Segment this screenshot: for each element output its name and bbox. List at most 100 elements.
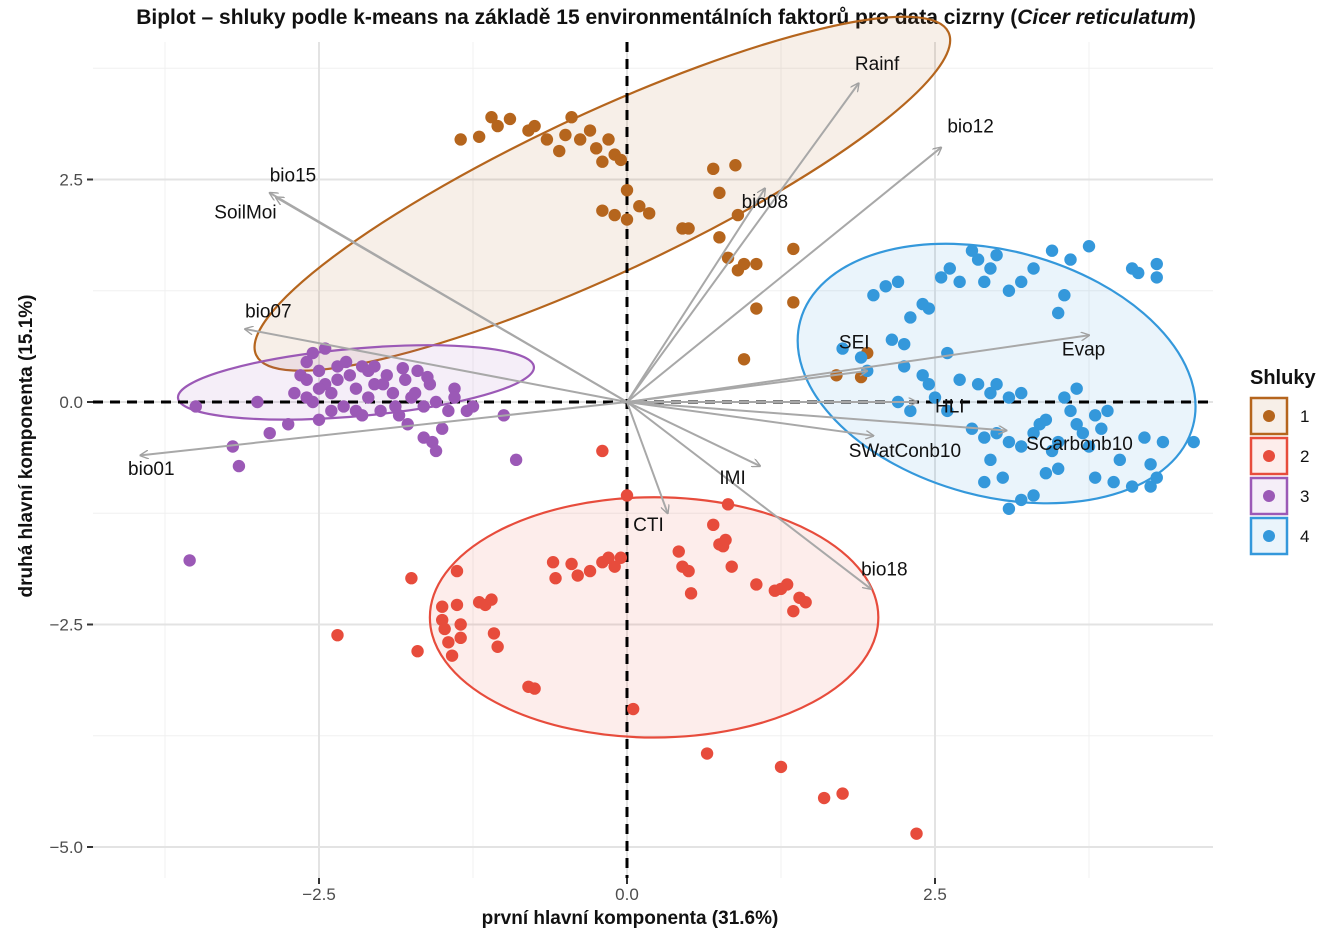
y-tick-label: 0.0 <box>59 393 83 412</box>
point-cluster-1 <box>620 213 634 226</box>
loading-arrow-bio01 <box>140 401 628 455</box>
point-cluster-3 <box>401 418 414 431</box>
chart-title: Biplot – shluky podle k-means na základě… <box>0 6 1332 30</box>
point-cluster-4 <box>1002 284 1016 297</box>
point-cluster-4 <box>978 275 991 289</box>
point-cluster-2 <box>787 604 800 618</box>
y-axis-title: druhá hlavní komponenta (15.1%) <box>16 295 37 598</box>
point-cluster-4 <box>953 373 966 386</box>
point-cluster-2 <box>411 645 424 658</box>
point-cluster-1 <box>491 119 504 133</box>
point-cluster-4 <box>885 333 899 346</box>
point-cluster-4 <box>965 244 979 257</box>
point-cluster-4 <box>1088 409 1102 422</box>
point-cluster-4 <box>1052 462 1065 475</box>
loading-label-bio01: bio01 <box>128 459 175 480</box>
point-cluster-3 <box>226 440 239 453</box>
point-cluster-4 <box>941 404 954 418</box>
point-cluster-4 <box>953 275 966 289</box>
point-cluster-1 <box>503 112 517 126</box>
point-cluster-3 <box>288 386 301 400</box>
point-cluster-3 <box>343 369 356 382</box>
point-cluster-2 <box>750 578 763 591</box>
point-cluster-1 <box>602 133 615 146</box>
point-cluster-4 <box>1064 253 1077 266</box>
point-cluster-3 <box>386 386 400 400</box>
point-cluster-4 <box>941 346 954 360</box>
point-cluster-4 <box>904 311 917 324</box>
legend-label-1: 1 <box>1300 407 1309 426</box>
point-cluster-4 <box>922 378 936 391</box>
point-cluster-2 <box>454 631 467 645</box>
point-cluster-3 <box>368 360 381 373</box>
point-cluster-4 <box>1125 480 1139 493</box>
point-cluster-3 <box>300 391 313 404</box>
point-cluster-4 <box>1015 493 1028 507</box>
point-cluster-2 <box>602 551 615 564</box>
point-cluster-2 <box>626 702 640 716</box>
loading-arrow-Rainf <box>626 83 859 403</box>
point-cluster-4 <box>1101 404 1114 418</box>
point-cluster-4 <box>1113 453 1127 467</box>
point-cluster-2 <box>682 564 695 578</box>
point-cluster-3 <box>306 346 320 360</box>
loading-label-SEI: SEI <box>839 333 870 354</box>
point-cluster-3 <box>368 378 381 391</box>
y-tick-label: −5.0 <box>49 838 83 857</box>
chart-title-species: Cicer reticulatum <box>1017 6 1189 29</box>
point-cluster-4 <box>854 351 868 364</box>
point-cluster-1 <box>713 231 726 244</box>
point-cluster-4 <box>971 378 985 391</box>
point-cluster-2 <box>583 564 597 578</box>
point-cluster-1 <box>614 153 628 167</box>
point-cluster-4 <box>1150 271 1163 284</box>
x-axis-title: první hlavní komponenta (31.6%) <box>482 908 779 929</box>
point-cluster-2 <box>721 498 735 511</box>
point-cluster-4 <box>990 378 1003 391</box>
loading-label-bio15: bio15 <box>270 165 317 186</box>
point-cluster-4 <box>1052 306 1065 320</box>
point-cluster-4 <box>1088 471 1102 484</box>
point-cluster-2 <box>546 556 560 569</box>
point-cluster-2 <box>405 572 418 585</box>
loading-label-bio18: bio18 <box>861 560 908 581</box>
point-cluster-3 <box>282 418 295 431</box>
point-cluster-4 <box>1058 289 1071 302</box>
point-cluster-3 <box>429 395 443 409</box>
point-cluster-4 <box>1150 471 1163 484</box>
point-cluster-4 <box>1070 382 1083 395</box>
loading-label-Rainf: Rainf <box>855 54 900 75</box>
point-cluster-1 <box>707 162 720 176</box>
legend-label-4: 4 <box>1300 527 1309 546</box>
x-tick-label: 0.0 <box>615 885 639 904</box>
zero-lines <box>93 42 1213 878</box>
point-cluster-3 <box>325 386 338 400</box>
point-cluster-1 <box>787 242 800 256</box>
point-cluster-4 <box>1027 262 1040 275</box>
point-cluster-3 <box>300 373 313 386</box>
point-cluster-1 <box>553 144 566 158</box>
point-cluster-1 <box>721 251 735 265</box>
tick-layer: −2.5 0.0 2.5 2.5 0.0 −2.5 −5.0 <box>49 171 946 905</box>
point-cluster-2 <box>596 444 609 458</box>
point-cluster-3 <box>337 400 350 413</box>
point-cluster-2 <box>450 564 464 578</box>
point-cluster-1 <box>528 119 541 133</box>
ellipse-layer <box>176 15 1197 739</box>
x-tick-label: −2.5 <box>302 885 336 904</box>
point-cluster-4 <box>1107 475 1120 489</box>
point-cluster-4 <box>836 342 849 355</box>
point-cluster-2 <box>614 551 628 564</box>
legend-title: Shluky <box>1250 367 1316 389</box>
point-cluster-3 <box>300 355 313 369</box>
point-cluster-3 <box>436 422 449 435</box>
point-cluster-1 <box>454 133 467 146</box>
point-cluster-1 <box>573 133 587 146</box>
loading-label-IMI: IMI <box>719 468 745 489</box>
chart-title-prefix: Biplot – shluky podle k-means na základě… <box>136 6 1018 29</box>
point-cluster-3 <box>374 404 387 418</box>
point-cluster-3 <box>408 386 422 400</box>
legend-dot-4 <box>1263 530 1275 542</box>
point-cluster-3 <box>448 382 461 395</box>
